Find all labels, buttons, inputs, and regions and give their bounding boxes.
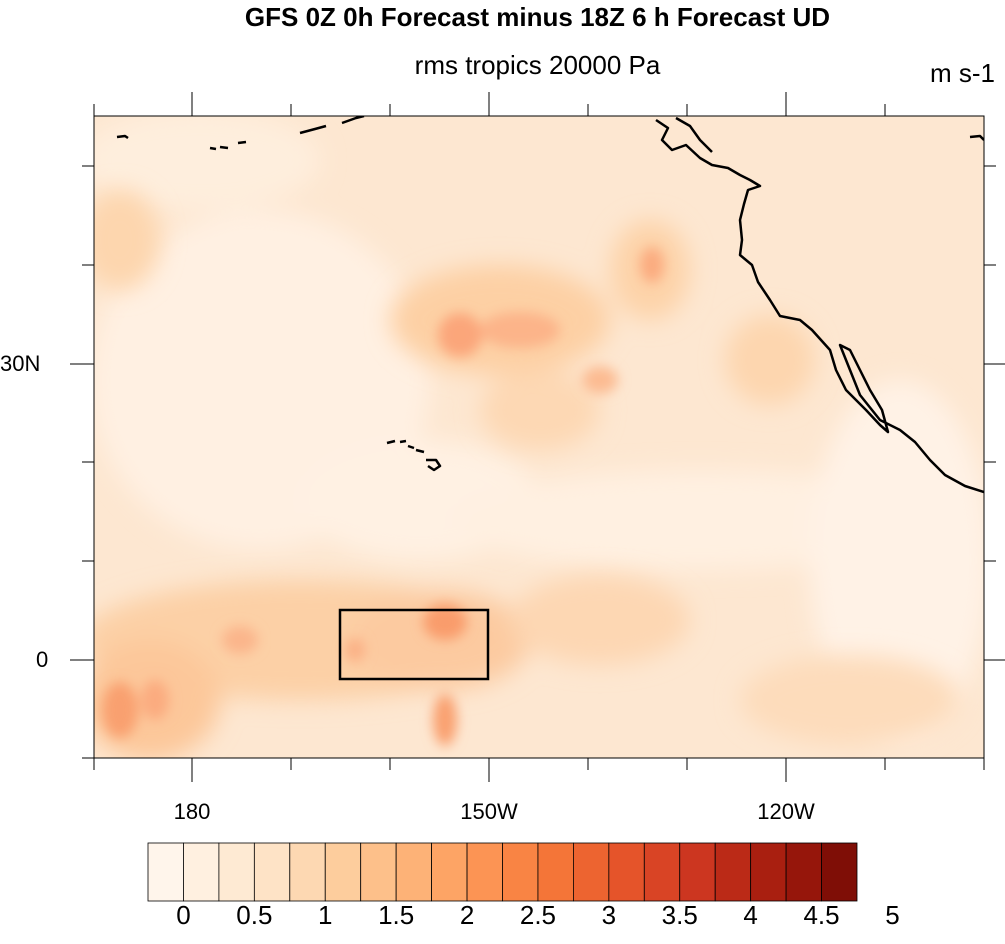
colorbar-swatch: [147, 842, 184, 902]
lat-label-0: 0: [36, 647, 49, 672]
units-label: m s-1: [930, 58, 995, 88]
colorbar-label: 3: [601, 900, 617, 930]
colorbar-label: 2.5: [519, 900, 557, 930]
colorbar-swatch: [431, 842, 468, 902]
lon-label-180: 180: [173, 799, 211, 824]
colorbar-swatch: [253, 842, 291, 902]
colorbar-swatch: [785, 842, 822, 902]
colorbar-swatch: [360, 842, 397, 902]
colorbar-swatch: [750, 842, 787, 902]
lon-label-120w: 120W: [757, 799, 815, 824]
coastline: [116, 116, 984, 494]
map-subtitle: rms tropics 20000 Pa: [414, 50, 661, 80]
colorbar-label: 3.5: [661, 900, 698, 930]
colorbar-label: 5: [885, 900, 900, 930]
plot-frame: [93, 115, 985, 759]
axis-ticks: [70, 92, 1005, 782]
colorbar-swatch: [183, 842, 220, 902]
colorbar-swatch: [218, 842, 255, 902]
colorbar-swatch: [537, 842, 574, 902]
colorbar-label: 0: [176, 900, 191, 930]
rms-field: [94, 116, 984, 758]
colorbar: [147, 842, 858, 902]
colorbar-swatch: [573, 842, 610, 902]
colorbar-label: 2: [459, 900, 475, 930]
colorbar-label: 0.5: [236, 900, 273, 930]
colorbar-swatch: [324, 842, 362, 902]
colorbar-swatch: [679, 842, 716, 902]
colorbar-swatch: [395, 842, 432, 902]
colorbar-swatch: [714, 842, 752, 902]
colorbar-label: 4: [743, 900, 758, 930]
region-box: [338, 608, 490, 681]
colorbar-swatch: [289, 842, 326, 902]
lat-label-30n: 30N: [0, 351, 41, 376]
colorbar-swatch: [466, 842, 503, 902]
colorbar-swatch: [608, 842, 645, 902]
colorbar-label: 1.5: [378, 900, 415, 930]
map-title: GFS 0Z 0h Forecast minus 18Z 6 h Forecas…: [244, 2, 831, 32]
colorbar-swatch: [502, 842, 539, 902]
lon-label-150w: 150W: [460, 799, 518, 824]
colorbar-swatch: [821, 842, 858, 902]
colorbar-label: 4.5: [803, 900, 840, 930]
colorbar-label: 1: [318, 900, 333, 930]
colorbar-swatch: [643, 842, 681, 902]
